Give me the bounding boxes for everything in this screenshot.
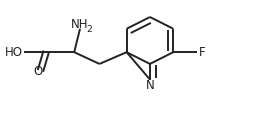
Text: F: F [199, 46, 205, 59]
Text: HO: HO [5, 46, 23, 59]
Text: N: N [145, 79, 154, 92]
Text: 2: 2 [87, 25, 93, 34]
Text: O: O [33, 65, 42, 78]
Text: NH: NH [71, 18, 89, 31]
